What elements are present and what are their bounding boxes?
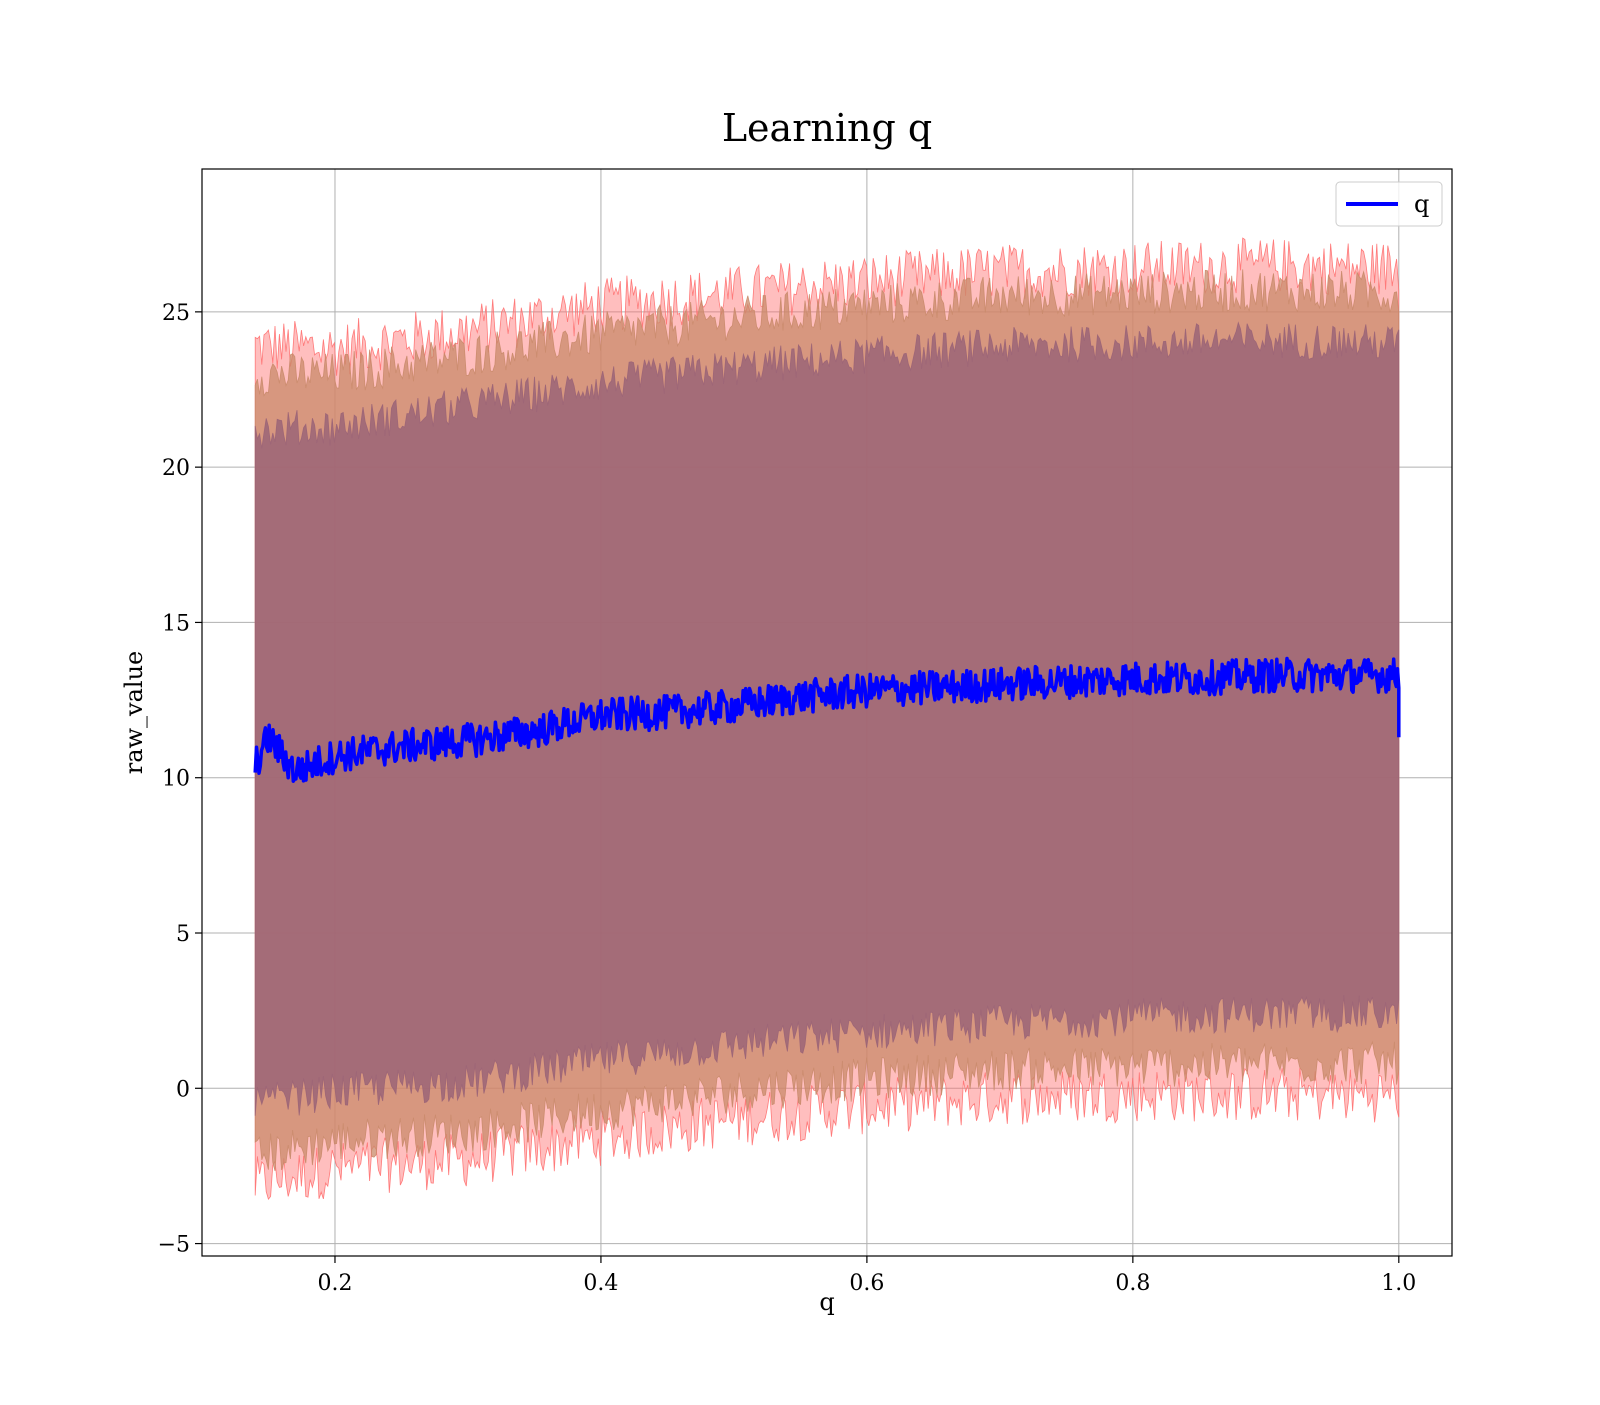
x-tick-label-2: 0.6 <box>849 1271 884 1296</box>
y-tick-label-2: 5 <box>176 922 190 947</box>
x-axis-label: q <box>819 1288 834 1316</box>
x-axis-ticks: 0.2 0.4 0.6 0.8 1.0 <box>317 1256 1416 1296</box>
y-tick-label-6: 25 <box>162 301 190 326</box>
x-tick-label-1: 0.4 <box>583 1271 618 1296</box>
y-tick-label-0: −5 <box>158 1233 190 1258</box>
series-line-q <box>253 656 1401 783</box>
x-tick-label-4: 1.0 <box>1381 1271 1416 1296</box>
y-tick-label-1: 0 <box>176 1077 190 1102</box>
y-axis-ticks: −5 0 5 10 15 20 25 <box>158 301 202 1258</box>
confidence-bands <box>254 237 1400 1201</box>
y-tick-label-4: 15 <box>162 611 190 636</box>
legend: q <box>1335 181 1443 227</box>
x-tick-label-3: 0.8 <box>1115 1271 1150 1296</box>
chart-title: Learning q <box>722 106 932 150</box>
y-tick-label-5: 20 <box>162 456 190 481</box>
band-inner <box>254 321 1400 1116</box>
y-tick-label-3: 10 <box>162 767 190 792</box>
series-lines <box>253 656 1401 783</box>
y-axis-label: raw_value <box>120 651 148 775</box>
legend-label-q: q <box>1414 190 1429 218</box>
plot-frame <box>201 168 1453 1257</box>
x-tick-label-0: 0.2 <box>317 1271 352 1296</box>
